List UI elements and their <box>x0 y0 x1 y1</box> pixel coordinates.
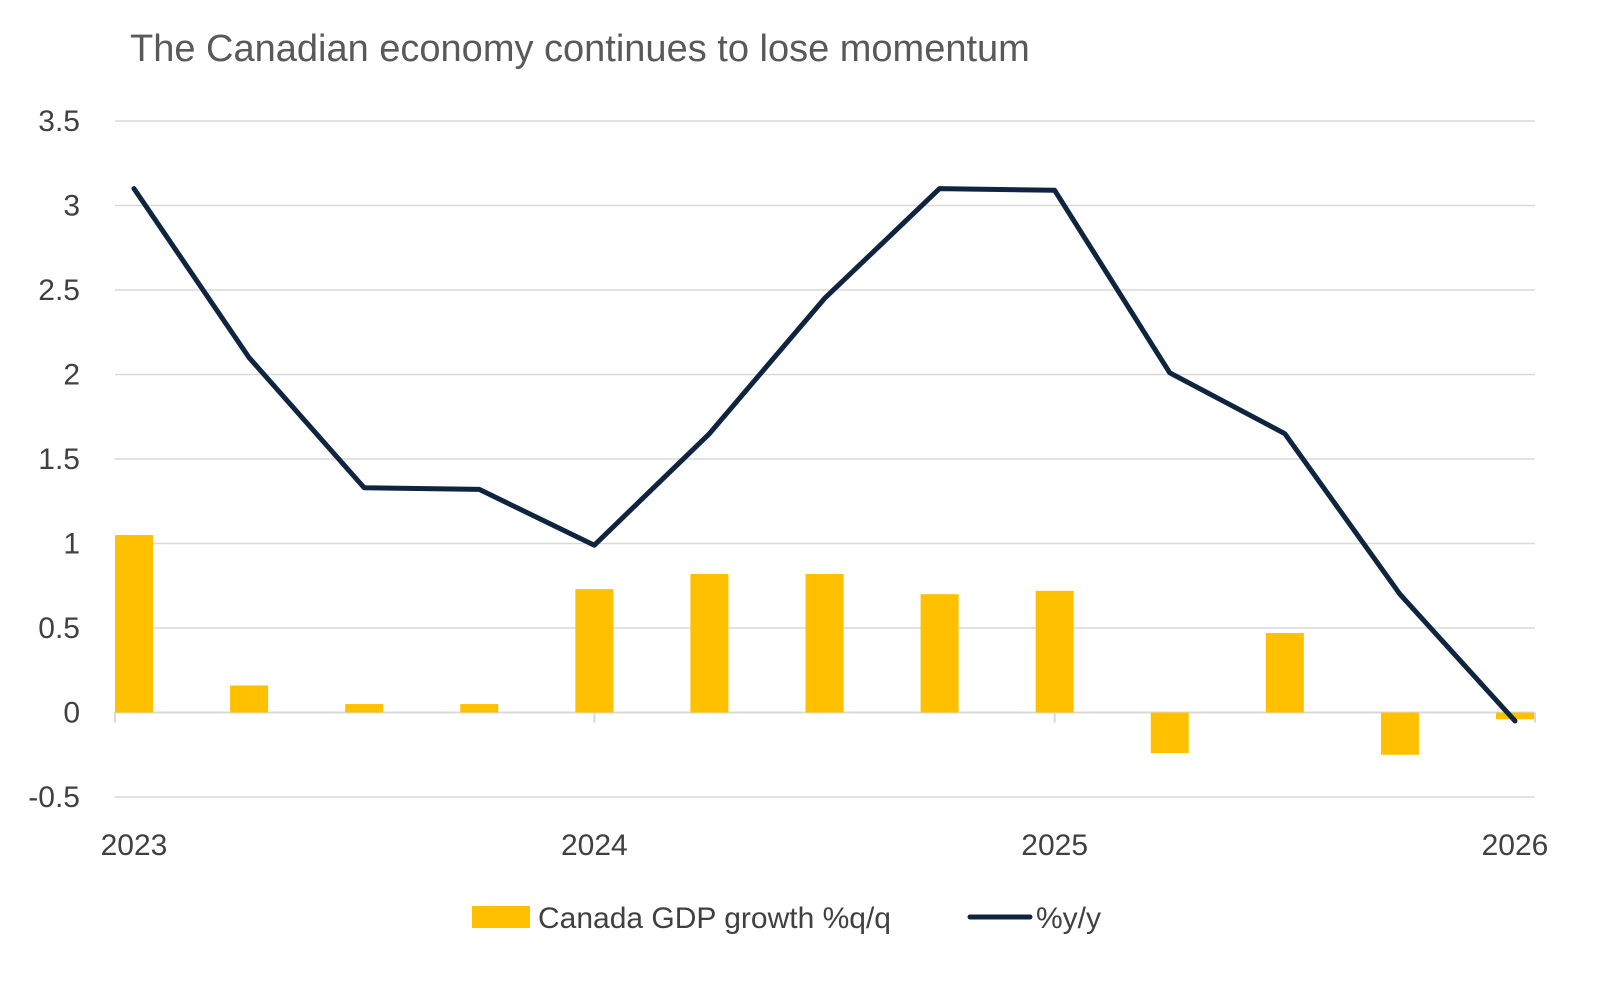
gdp-qq-bar <box>1150 712 1189 754</box>
gdp-qq-bar <box>345 704 384 713</box>
gdp-qq-bar <box>115 535 153 713</box>
y-tick-label: -0.5 <box>28 781 80 814</box>
y-tick-label: 0 <box>63 697 80 730</box>
y-tick-label: 1 <box>63 528 80 561</box>
y-tick-label: 0.5 <box>38 612 80 645</box>
legend-swatch-bar <box>472 906 530 928</box>
chart-title: The Canadian economy continues to lose m… <box>130 28 1030 70</box>
gdp-qq-bar <box>1380 712 1419 755</box>
y-tick-label: 2.5 <box>38 274 80 307</box>
gdp-yy-line <box>131 186 1518 724</box>
x-tick-label: 2026 <box>1482 829 1549 862</box>
x-tick-label: 2023 <box>101 829 168 862</box>
gdp-qq-bar <box>460 704 499 713</box>
x-tick-label: 2025 <box>1021 829 1088 862</box>
y-tick-label: 3 <box>63 190 80 223</box>
gdp-qq-bar <box>1265 633 1304 713</box>
gdp-qq-bar <box>230 685 269 713</box>
gdp-qq-bar <box>575 589 614 713</box>
gdp-qq-bar <box>1035 590 1074 713</box>
gdp-qq-bar <box>1496 712 1534 720</box>
legend-label-line: %y/y <box>1036 902 1101 935</box>
gdp-qq-bar <box>920 594 959 713</box>
gdp-qq-bar <box>805 573 844 713</box>
y-tick-label: 1.5 <box>38 443 80 476</box>
x-tick-label: 2024 <box>561 829 628 862</box>
gdp-qq-bar <box>690 573 729 713</box>
y-tick-label: 2 <box>63 359 80 392</box>
y-tick-label: 3.5 <box>38 105 80 138</box>
legend-label-bar: Canada GDP growth %q/q <box>538 902 891 935</box>
